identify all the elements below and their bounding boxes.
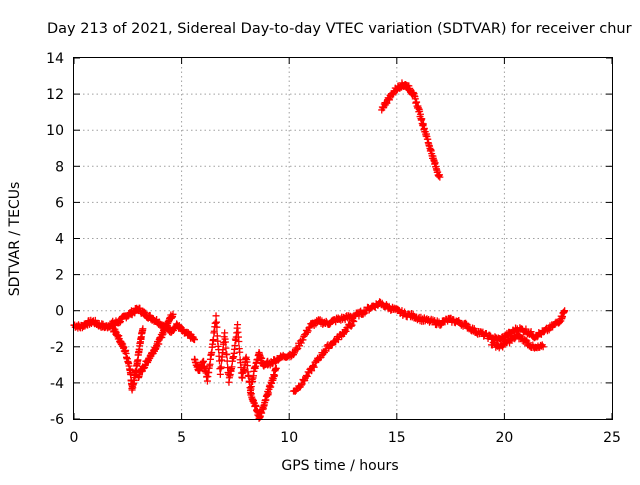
y-tick-label: 10 bbox=[46, 123, 64, 139]
data-point-afternoon-band-14-23-h bbox=[561, 307, 569, 315]
data-point-second-recovery-arm-10-13-h bbox=[349, 317, 357, 325]
x-axis-label: GPS time / hours bbox=[281, 458, 398, 474]
data-point-afternoon-band-14-23-h bbox=[437, 321, 445, 329]
data-point-scattered-5-5-9-h bbox=[222, 338, 230, 346]
data-point-second-recovery-arm-10-13-h bbox=[297, 381, 305, 389]
data-point-scattered-5-5-9-h bbox=[217, 363, 225, 371]
y-tick-label: 14 bbox=[46, 51, 64, 67]
chart-title: Day 213 of 2021, Sidereal Day-to-day VTE… bbox=[47, 21, 632, 37]
x-tick-label: 20 bbox=[495, 430, 513, 446]
y-tick-label: -4 bbox=[50, 376, 64, 392]
data-point-dip-near-2-7-h bbox=[139, 325, 147, 333]
data-point-afternoon-band-14-23-h bbox=[522, 325, 530, 333]
x-tick-label: 25 bbox=[603, 430, 621, 446]
data-point-afternoon-band-14-23-h bbox=[555, 318, 563, 326]
data-point-recovery-arm-9-5-14-h bbox=[305, 324, 313, 332]
y-tick-label: 4 bbox=[55, 232, 64, 248]
data-point-second-recovery-arm-10-13-h bbox=[350, 318, 358, 326]
x-tick-label: 0 bbox=[70, 430, 79, 446]
grid bbox=[74, 58, 612, 419]
data-point-recovery-arm-9-5-14-h bbox=[303, 328, 311, 336]
data-point-scattered-5-5-9-h bbox=[209, 336, 217, 344]
y-axis-label: SDTVAR / TECUs bbox=[7, 182, 23, 297]
data-points bbox=[70, 79, 569, 422]
data-point-rising-arm-3-4-5-h bbox=[169, 310, 177, 318]
plot-frame bbox=[73, 57, 613, 420]
y-tick-label: 12 bbox=[46, 87, 64, 103]
y-tick-label: 2 bbox=[55, 268, 64, 284]
tick-labels: 0 5 10 15 20 25 -6 -4 -2 0 2 4 6 8 10 12 14 bbox=[46, 51, 621, 446]
data-point-scattered-5-5-9-h bbox=[213, 323, 221, 331]
data-point-second-recovery-arm-10-13-h bbox=[308, 367, 316, 375]
data-point-scattered-5-5-9-h bbox=[231, 342, 239, 350]
x-tick-label: 15 bbox=[388, 430, 406, 446]
data-point-lower-afternoon-band-19-22-h bbox=[539, 343, 547, 351]
data-point-second-recovery-arm-10-13-h bbox=[348, 321, 356, 329]
data-point-scattered-5-5-9-h bbox=[222, 344, 230, 352]
y-tick-label: 6 bbox=[55, 195, 64, 211]
data-point-scattered-5-5-9-h bbox=[212, 319, 220, 327]
data-point-scattered-5-5-9-h bbox=[234, 321, 242, 329]
data-point-scattered-5-5-9-h bbox=[243, 362, 251, 370]
data-point-scattered-5-5-9-h bbox=[236, 348, 244, 356]
data-point-scattered-5-5-9-h bbox=[212, 312, 220, 320]
y-tick-label: -6 bbox=[50, 412, 64, 428]
data-point-second-recovery-arm-10-13-h bbox=[342, 327, 350, 335]
data-point-recovery-arm-9-5-14-h bbox=[290, 351, 298, 359]
y-tick-label: 0 bbox=[55, 304, 64, 320]
data-point-scattered-5-5-9-h bbox=[235, 338, 243, 346]
data-point-second-recovery-arm-10-13-h bbox=[310, 363, 318, 371]
data-point-scattered-5-5-9-h bbox=[221, 329, 229, 337]
axis-ticks bbox=[73, 57, 613, 420]
data-point-recovery-arm-9-5-14-h bbox=[299, 336, 307, 344]
data-point-afternoon-band-14-23-h bbox=[462, 319, 470, 327]
data-point-isolated-high-arc bbox=[436, 173, 444, 181]
data-point-scattered-5-5-9-h bbox=[223, 351, 231, 359]
x-tick-label: 10 bbox=[280, 430, 298, 446]
x-tick-label: 5 bbox=[177, 430, 186, 446]
data-point-afternoon-band-14-23-h bbox=[409, 310, 417, 318]
y-tick-label: -2 bbox=[50, 340, 64, 356]
data-point-afternoon-band-14-23-h bbox=[527, 328, 535, 336]
data-point-second-recovery-arm-10-13-h bbox=[347, 322, 355, 330]
data-point-deep-dip-8-9-5-h bbox=[272, 364, 280, 372]
data-point-second-recovery-arm-10-13-h bbox=[334, 336, 342, 344]
y-tick-label: 8 bbox=[55, 159, 64, 175]
data-point-afternoon-band-14-23-h bbox=[470, 325, 478, 333]
data-point-scattered-5-5-9-h bbox=[216, 370, 224, 378]
data-point-recovery-arm-9-5-14-h bbox=[293, 346, 301, 354]
data-point-baseline-band bbox=[191, 336, 199, 344]
